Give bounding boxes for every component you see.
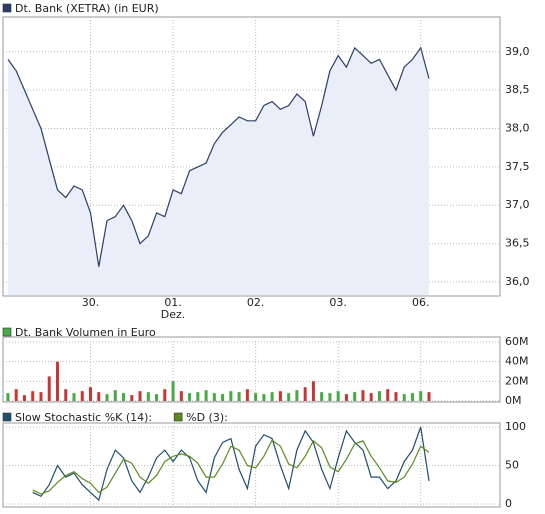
volume-bar xyxy=(287,393,291,401)
y-tick-label: 38,5 xyxy=(505,83,530,96)
volume-bar xyxy=(369,393,373,401)
volume-bar xyxy=(229,391,233,401)
volume-bar xyxy=(254,393,258,401)
volume-bar xyxy=(72,393,76,401)
y-tick-label: 50 xyxy=(505,459,519,472)
line xyxy=(7,46,430,267)
volume-bar xyxy=(262,394,266,401)
y-tick-label: 37,0 xyxy=(505,198,530,211)
x-tick-label: 02. xyxy=(247,296,265,309)
volume-bar xyxy=(105,394,109,401)
volume-bar xyxy=(386,389,390,401)
panel-frame xyxy=(2,16,501,297)
legend-swatch xyxy=(2,412,12,422)
volume-bar xyxy=(245,389,249,401)
y-tick-label: 36,5 xyxy=(505,237,530,250)
y-tick-label: 0M xyxy=(505,394,522,407)
y-tick-label: 37,5 xyxy=(505,160,530,173)
volume-bar xyxy=(97,392,101,401)
x-tick-label: 06. xyxy=(412,296,430,309)
volume-bar xyxy=(328,393,332,401)
volume-bar xyxy=(14,389,18,401)
volume-bar xyxy=(146,392,150,401)
line xyxy=(32,426,430,502)
volume-bar xyxy=(377,391,381,401)
volume-bar xyxy=(171,381,175,401)
volume-bar xyxy=(188,393,192,401)
volume-bar xyxy=(22,395,26,401)
legend-label: %D (3): xyxy=(186,411,228,424)
legend-swatch xyxy=(2,3,12,13)
volume-bar xyxy=(89,387,93,401)
volume-bar xyxy=(320,392,324,401)
volume-bar xyxy=(212,393,216,401)
volume-bar xyxy=(130,395,134,401)
volume-bar xyxy=(410,393,414,401)
volume-bar xyxy=(80,391,84,401)
y-tick-label: 38,0 xyxy=(505,121,530,134)
volume-bar xyxy=(427,392,431,401)
volume-bar xyxy=(311,381,315,401)
volume-bar xyxy=(179,391,183,401)
volume-bar xyxy=(122,393,126,401)
volume-bar xyxy=(64,389,68,401)
x-tick-label: 30. xyxy=(82,296,100,309)
y-tick-label: 60M xyxy=(505,335,529,348)
line xyxy=(32,439,430,495)
volume-bar xyxy=(39,392,43,401)
y-tick-label: 0 xyxy=(505,497,512,510)
volume-bar xyxy=(204,390,208,401)
volume-bar xyxy=(353,392,357,401)
volume-bar xyxy=(270,392,274,401)
legend-swatch xyxy=(173,412,183,422)
volume-bar xyxy=(295,390,299,401)
legend-label: Slow Stochastic %K (14): xyxy=(15,411,152,424)
volume-bar xyxy=(419,391,423,401)
volume-bar xyxy=(336,391,340,401)
legend-swatch xyxy=(2,327,12,337)
volume-bar xyxy=(221,394,225,401)
legend-label: Dt. Bank (XETRA) (in EUR) xyxy=(15,2,159,15)
volume-bar xyxy=(303,387,307,401)
y-tick-label: 20M xyxy=(505,374,529,387)
x-sublabel: Dez. xyxy=(161,308,186,321)
volume-bar xyxy=(6,393,10,401)
volume-bar xyxy=(155,394,159,401)
volume-bar xyxy=(394,392,398,401)
x-tick-label: 01. xyxy=(164,296,182,309)
volume-bar xyxy=(196,392,200,401)
volume-bar xyxy=(402,394,406,401)
panel-frame xyxy=(2,336,501,403)
volume-bar xyxy=(163,389,167,401)
volume-bar xyxy=(55,361,59,401)
volume-bar xyxy=(344,394,348,401)
y-tick-label: 40M xyxy=(505,355,529,368)
volume-bar xyxy=(113,390,117,401)
y-tick-label: 39,0 xyxy=(505,45,530,58)
y-tick-label: 100 xyxy=(505,420,526,433)
x-tick-label: 03. xyxy=(329,296,347,309)
volume-bar xyxy=(47,376,51,401)
volume-bar xyxy=(237,392,241,401)
volume-bar xyxy=(278,391,282,401)
y-tick-label: 36,0 xyxy=(505,275,530,288)
volume-bar xyxy=(138,391,142,401)
volume-bar xyxy=(361,390,365,401)
legend-label: Dt. Bank Volumen in Euro xyxy=(15,326,156,339)
volume-bar xyxy=(31,391,35,401)
area xyxy=(8,47,429,296)
